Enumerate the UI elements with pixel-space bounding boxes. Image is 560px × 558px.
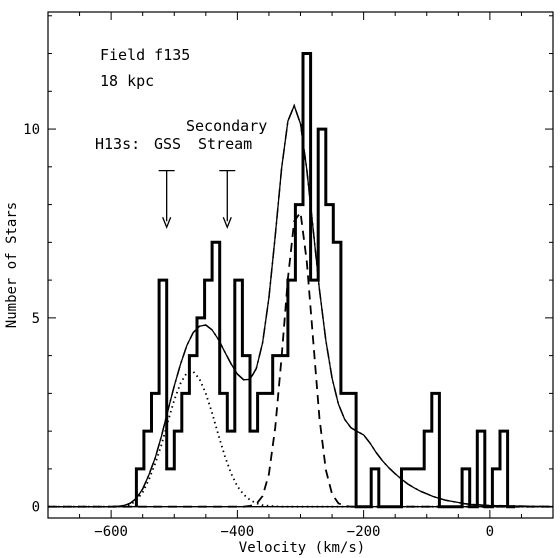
x-tick-label: −400 bbox=[221, 524, 255, 540]
plot-frame bbox=[47, 11, 554, 519]
x-axis-label: Velocity (km/s) bbox=[239, 540, 365, 556]
field-name-label: Field f135 bbox=[100, 46, 190, 64]
total-model-curve bbox=[48, 103, 554, 508]
gss-label: GSS bbox=[154, 135, 181, 153]
secondary-stream-arrow-head bbox=[222, 216, 232, 229]
field-distance-label: 18 kpc bbox=[100, 72, 154, 90]
y-tick-label: 5 bbox=[32, 311, 40, 327]
y-tick-label: 10 bbox=[23, 122, 40, 138]
secondary-stream-label-line2: Stream bbox=[198, 135, 252, 153]
y-axis-label: Number of Stars bbox=[4, 202, 20, 328]
gss-arrow-head bbox=[162, 216, 172, 229]
h13s-label: H13s: bbox=[95, 135, 140, 153]
x-tick-label: −600 bbox=[94, 524, 128, 540]
y-tick-label: 0 bbox=[32, 500, 40, 516]
plot-marks bbox=[47, 12, 554, 518]
x-tick-label: 0 bbox=[486, 524, 494, 540]
secondary-stream-label-line1: Secondary bbox=[186, 117, 267, 135]
x-tick-label: −200 bbox=[347, 524, 381, 540]
